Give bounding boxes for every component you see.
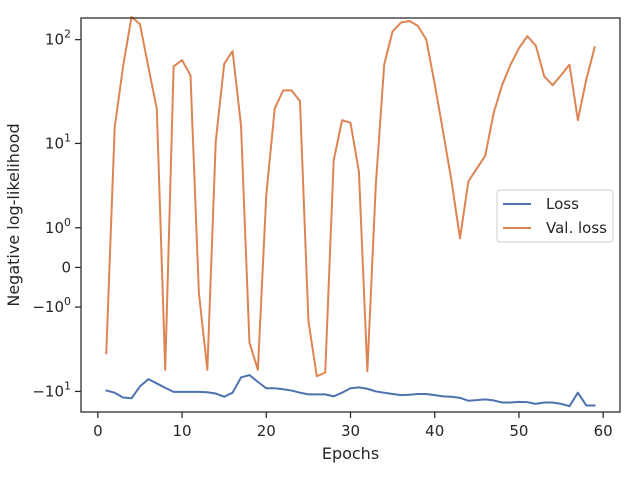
series-line-val-loss — [105, 15, 596, 378]
axis-ticks: 0 10 20 30 40 50 60 −101 −100 0 100 101 102 — [32, 28, 612, 440]
y-tick-label: −100 — [32, 295, 71, 316]
legend-label-val-loss: Val. loss — [546, 219, 607, 237]
legend-label-loss: Loss — [546, 195, 579, 213]
y-axis-label: Negative log-likelihood — [4, 123, 23, 306]
x-axis-label: Epochs — [322, 444, 379, 463]
x-tick-label: 0 — [93, 422, 103, 440]
x-tick-label: 20 — [257, 422, 276, 440]
axes-frame — [80, 17, 621, 413]
x-tick-label: 60 — [594, 422, 613, 440]
y-tick-label: 100 — [45, 216, 71, 237]
series-layer — [105, 15, 596, 408]
x-tick-label: 10 — [173, 422, 192, 440]
y-tick-label: 0 — [61, 258, 71, 276]
y-tick-label: 101 — [45, 131, 71, 152]
series-line-loss — [105, 374, 596, 408]
x-tick-label: 30 — [341, 422, 360, 440]
y-tick-label: −101 — [32, 379, 71, 400]
x-tick-label: 40 — [425, 422, 444, 440]
legend: Loss Val. loss — [496, 189, 614, 243]
y-tick-label: 102 — [45, 28, 71, 49]
x-tick-label: 50 — [509, 422, 528, 440]
